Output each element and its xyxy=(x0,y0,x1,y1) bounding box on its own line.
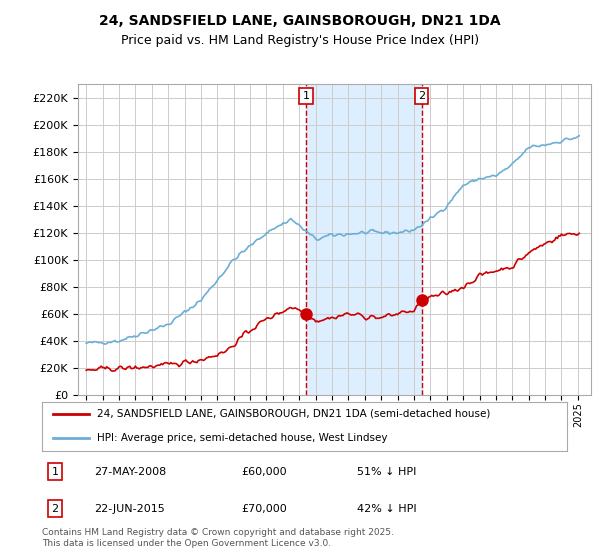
Text: 22-JUN-2015: 22-JUN-2015 xyxy=(95,503,165,514)
Text: 27-MAY-2008: 27-MAY-2008 xyxy=(95,466,167,477)
Text: 24, SANDSFIELD LANE, GAINSBOROUGH, DN21 1DA: 24, SANDSFIELD LANE, GAINSBOROUGH, DN21 … xyxy=(99,14,501,28)
Text: Price paid vs. HM Land Registry's House Price Index (HPI): Price paid vs. HM Land Registry's House … xyxy=(121,34,479,46)
Text: £60,000: £60,000 xyxy=(241,466,287,477)
Text: HPI: Average price, semi-detached house, West Lindsey: HPI: Average price, semi-detached house,… xyxy=(97,433,388,444)
Text: 1: 1 xyxy=(52,466,59,477)
Text: 42% ↓ HPI: 42% ↓ HPI xyxy=(357,503,416,514)
Text: Contains HM Land Registry data © Crown copyright and database right 2025.
This d: Contains HM Land Registry data © Crown c… xyxy=(42,528,394,548)
Text: 1: 1 xyxy=(302,91,310,101)
Text: 51% ↓ HPI: 51% ↓ HPI xyxy=(357,466,416,477)
Text: 2: 2 xyxy=(52,503,59,514)
Text: 24, SANDSFIELD LANE, GAINSBOROUGH, DN21 1DA (semi-detached house): 24, SANDSFIELD LANE, GAINSBOROUGH, DN21 … xyxy=(97,409,491,419)
Text: £70,000: £70,000 xyxy=(241,503,287,514)
Bar xyxy=(306,84,422,395)
Text: 2: 2 xyxy=(418,91,425,101)
